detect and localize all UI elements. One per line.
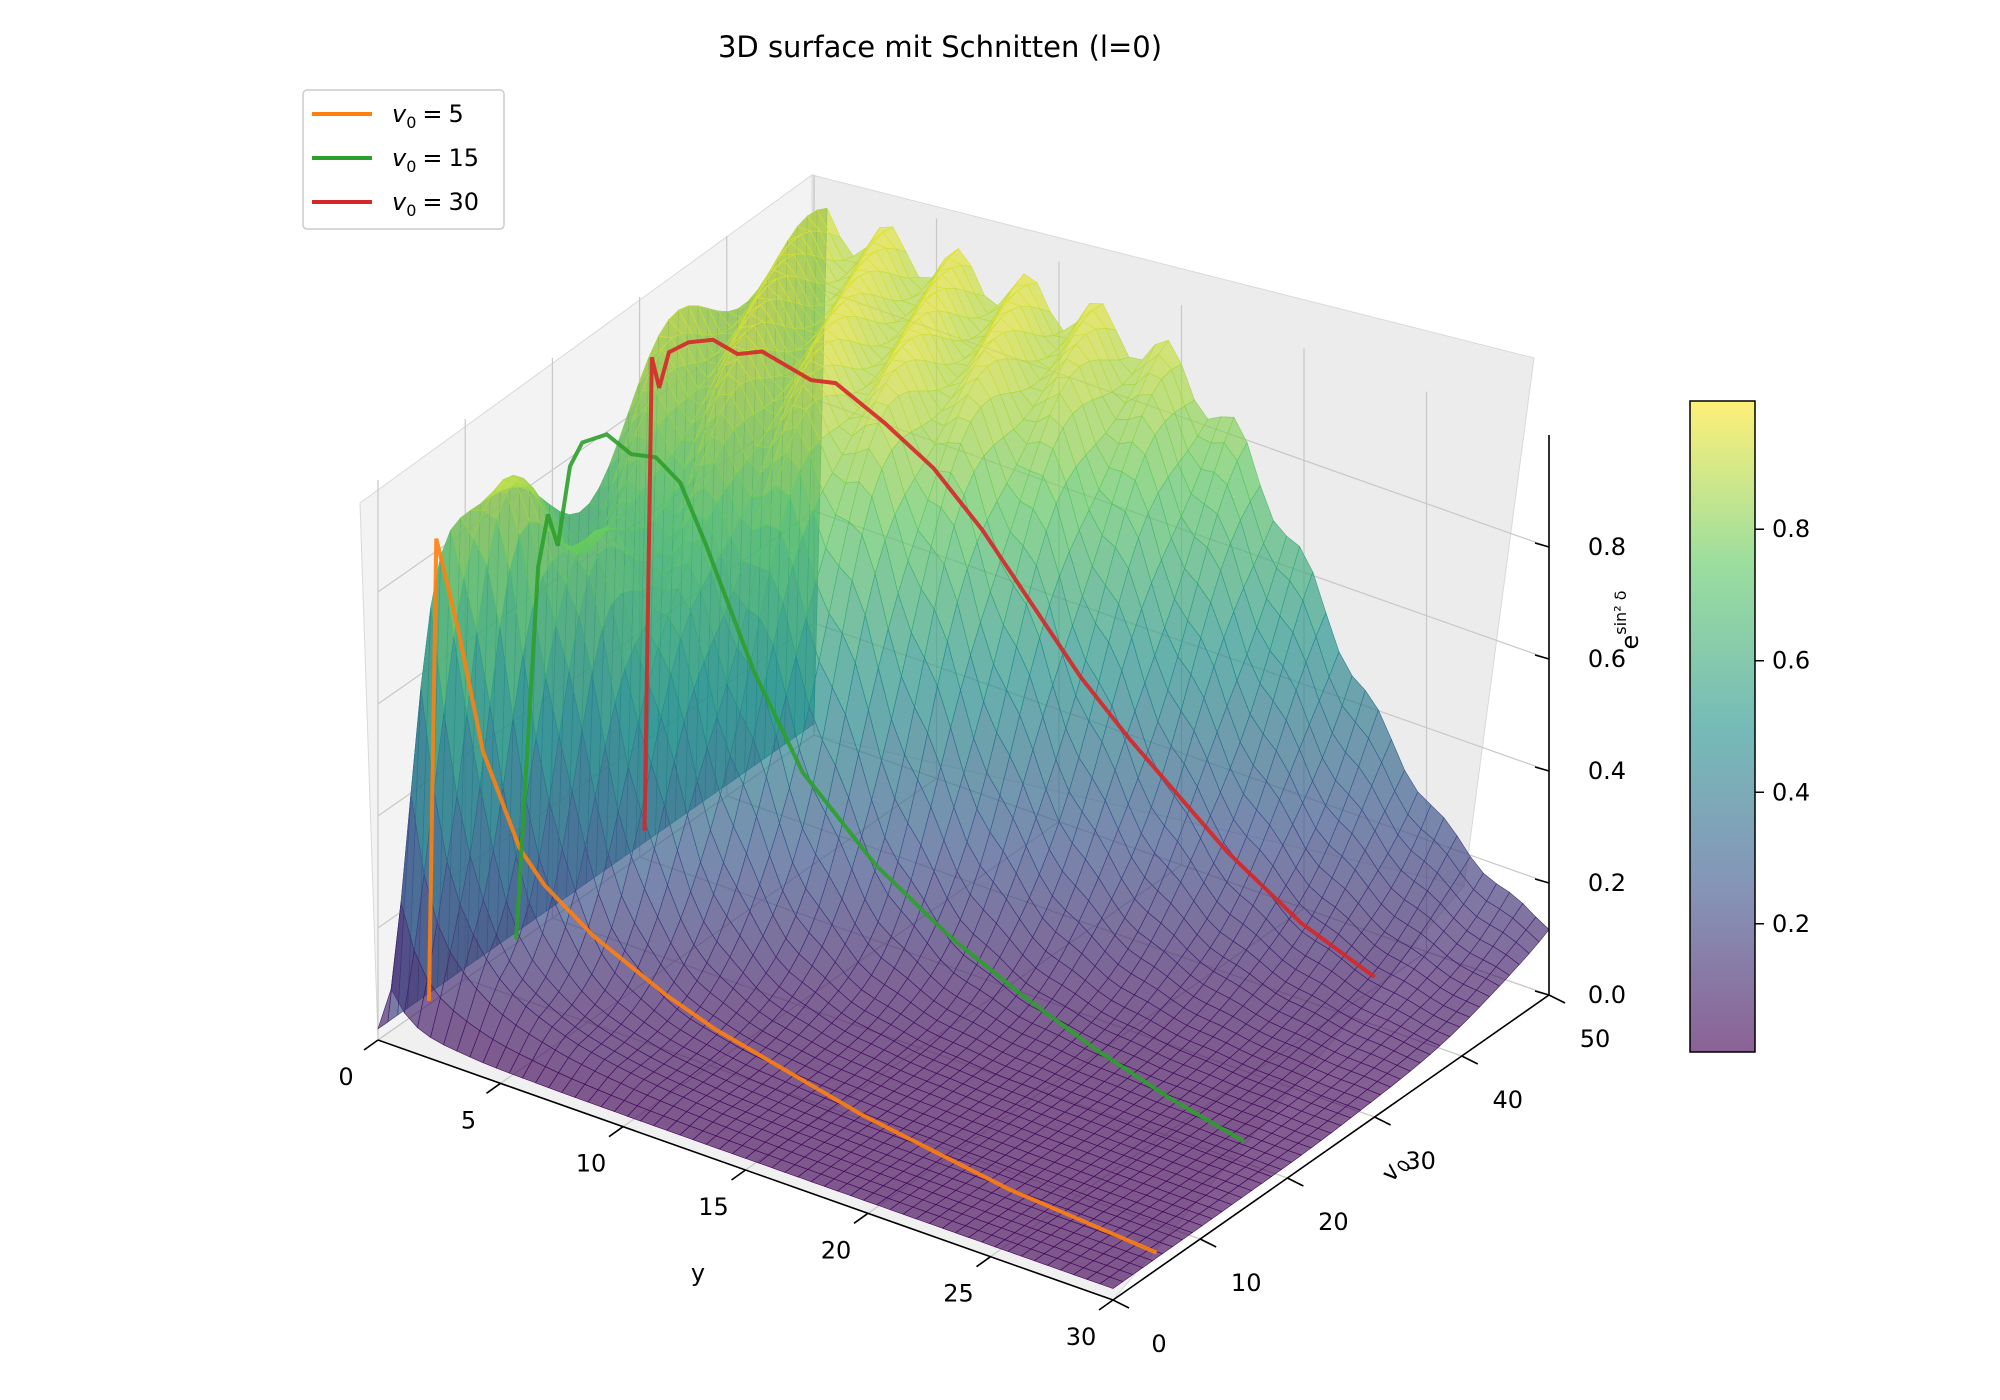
z-tick-mark	[1534, 878, 1550, 884]
z-tick-label: 0.2	[1588, 869, 1626, 897]
z-tick-mark	[1534, 542, 1550, 548]
colorbar: 0.2 0.4 0.6 0.8	[1689, 400, 1810, 1053]
x-tick-label: 5	[461, 1106, 476, 1134]
z-tick-mark	[1534, 654, 1550, 660]
x-tick-mark	[486, 1082, 501, 1094]
colorbar-tick-label: 0.2	[1772, 910, 1810, 938]
x-tick-label: 10	[576, 1150, 607, 1178]
z-tick-mark	[1534, 990, 1550, 996]
x-tick-label: 0	[338, 1063, 353, 1091]
section-curve	[514, 432, 1245, 1144]
z-axis-label: esin² δ	[1611, 591, 1644, 650]
section-curves	[427, 337, 1376, 1255]
surface-patch	[1099, 1276, 1124, 1289]
x-tick-label: 25	[943, 1280, 974, 1308]
z-tick-mark	[1534, 766, 1550, 772]
legend-frame	[302, 89, 505, 230]
legend-label: v0 = 15	[392, 144, 479, 176]
y-tick-mark	[1112, 1299, 1130, 1309]
z-tick-label: 0.8	[1588, 533, 1626, 561]
x-tick-mark	[853, 1212, 869, 1224]
x-tick-label: 20	[821, 1236, 852, 1264]
x-tick-mark	[1098, 1299, 1114, 1311]
colorbar-tick-label: 0.8	[1772, 515, 1810, 543]
chart-title: 3D surface mit Schnitten (l=0)	[718, 30, 1162, 64]
z-tick-label: 0.6	[1588, 645, 1626, 673]
y-tick-mark	[1374, 1116, 1391, 1126]
x-tick-label: 30	[1066, 1323, 1097, 1351]
y-tick-label: 10	[1231, 1269, 1262, 1297]
x-tick-mark	[731, 1169, 746, 1181]
section-curve	[427, 538, 1158, 1255]
z-tick-label: 0.4	[1588, 757, 1626, 785]
y-tick-mark	[1461, 1055, 1479, 1065]
x-tick-label: 15	[698, 1193, 729, 1221]
surface-plot	[377, 207, 1550, 1289]
y-tick-label: 30	[1405, 1147, 1436, 1175]
axes: 0 5 10 15 20 25 30 0 10 20 30 40 50 0.0 0.2 0.4 0.6 0.8	[338, 435, 1626, 1358]
y-tick-label: 40	[1493, 1086, 1524, 1114]
legend-label: v0 = 5	[392, 100, 464, 132]
y-tick-mark	[1548, 994, 1566, 1004]
x-axis-label: y	[691, 1259, 705, 1287]
y-tick-mark	[1199, 1238, 1217, 1248]
colorbar-tick-label: 0.6	[1772, 647, 1810, 675]
legend-label: v0 = 30	[392, 188, 479, 220]
y-tick-label: 0	[1151, 1330, 1166, 1358]
y-tick-label: 20	[1318, 1208, 1349, 1236]
x-tick-mark	[608, 1126, 624, 1138]
colorbar-tick-label: 0.4	[1772, 778, 1810, 806]
x-tick-mark	[363, 1039, 379, 1051]
y-tick-label: 50	[1580, 1025, 1611, 1053]
section-curve	[642, 337, 1376, 979]
z-tick-label: 0.0	[1588, 981, 1626, 1009]
x-tick-mark	[976, 1256, 991, 1268]
legend: v0 = 5 v0 = 15 v0 = 30	[302, 89, 505, 230]
y-tick-mark	[1287, 1177, 1304, 1187]
colorbar-gradient	[1689, 400, 1756, 1053]
y-axis-line	[1112, 994, 1550, 1301]
